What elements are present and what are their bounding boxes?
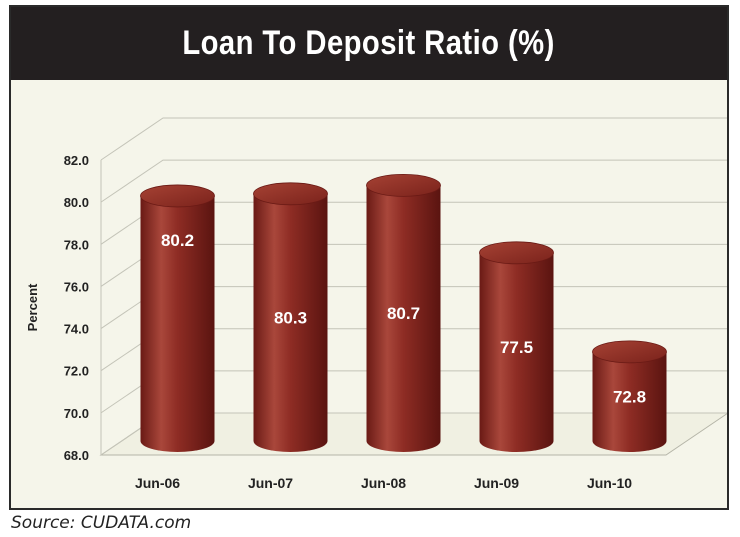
chart-plot: 68.070.072.074.076.078.080.082.0Percent … — [25, 117, 727, 491]
chart-title: Loan To Deposit Ratio (%) — [182, 24, 556, 62]
x-tick-label: Jun-10 — [587, 475, 632, 491]
bar-top — [592, 340, 667, 364]
bar — [479, 241, 554, 453]
data-label: 80.3 — [274, 308, 307, 327]
bar-body — [592, 351, 667, 453]
y-axis-title: Percent — [25, 283, 40, 331]
y-tick-label: 82.0 — [64, 153, 89, 168]
title-bar: Loan To Deposit Ratio (%) — [11, 7, 727, 80]
x-tick-label: Jun-09 — [474, 475, 519, 491]
bar-body — [253, 193, 328, 453]
bar-top — [253, 182, 328, 206]
y-tick-label: 74.0 — [64, 322, 89, 337]
data-label: 80.7 — [387, 304, 420, 323]
source-note: Source: CUDATA.com — [11, 513, 192, 533]
gridline — [100, 117, 727, 161]
y-tick-label: 72.0 — [64, 364, 89, 379]
bars — [140, 173, 667, 453]
bar-top — [479, 241, 554, 265]
y-tick-label: 80.0 — [64, 195, 89, 210]
x-tick-label: Jun-07 — [248, 475, 293, 491]
x-tick-label: Jun-06 — [135, 475, 180, 491]
labels: 80.2 Jun-06 80.3 Jun-07 80.7 Jun-08 77.5 Jun-09… — [135, 231, 646, 491]
bar-top — [366, 173, 441, 197]
bar-body — [140, 195, 215, 453]
bar — [592, 340, 667, 453]
bar-top — [140, 184, 215, 208]
bar-body — [479, 252, 554, 453]
gridline — [100, 159, 727, 203]
data-label: 72.8 — [613, 387, 646, 406]
axes: 68.0 70.0 72.0 74.0 76.0 78.0 80.0 82.0 Percent — [25, 153, 102, 463]
chart-frame: Loan To Deposit Ratio (%) 68.0 70.0 72.0 74… — [9, 5, 729, 510]
y-tick-label: 68.0 — [64, 448, 89, 463]
y-tick-label: 78.0 — [64, 237, 89, 252]
bar-body — [366, 185, 441, 453]
bar — [366, 173, 441, 453]
bar — [253, 182, 328, 453]
bar — [140, 184, 215, 453]
data-label: 80.2 — [161, 231, 194, 250]
x-tick-label: Jun-08 — [361, 475, 406, 491]
y-tick-label: 76.0 — [64, 279, 89, 294]
data-label: 77.5 — [500, 338, 533, 357]
y-tick-label: 70.0 — [64, 406, 89, 421]
